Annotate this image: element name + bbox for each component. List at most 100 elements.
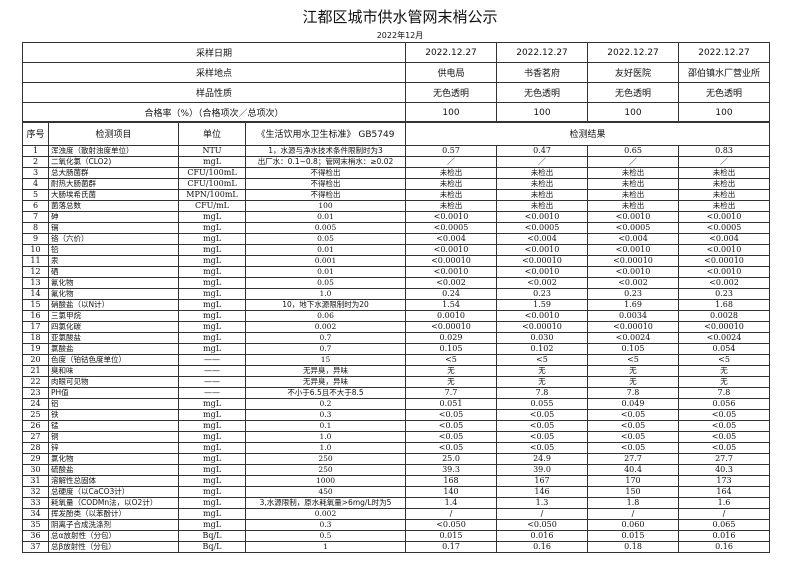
table-row: 32 总硬度（以CaCO3计） mgL 450 140 146 150 164	[22, 486, 771, 498]
cell-r4: 0.065	[677, 519, 771, 531]
cell-r1: <0.0010	[405, 266, 497, 278]
cell-r4: 未检出	[677, 167, 771, 179]
summary-value: 友好医院	[587, 62, 679, 83]
cell-r2: <0.004	[496, 233, 588, 245]
cell-std: 不小于6.5且不大于8.5	[245, 387, 406, 399]
cell-r2: <0.05	[496, 431, 588, 443]
cell-r1: <5	[405, 354, 497, 366]
cell-unit: ——	[178, 387, 246, 399]
summary-table: 采样日期 2022.12.27 2022.12.27 2022.12.27 2022.1…	[22, 42, 770, 123]
cell-unit: mgL	[178, 255, 246, 267]
cell-r3: <0.05	[587, 442, 679, 454]
cell-r4: <0.0024	[677, 332, 771, 344]
cell-seq: 23	[22, 387, 49, 399]
table-row: 22 肉眼可见物 —— 无异臭，异味无无无无	[22, 376, 771, 388]
cell-r4: <0.05	[677, 442, 771, 454]
cell-r1: <0.05	[405, 420, 497, 432]
cell-r4: <0.05	[677, 431, 771, 443]
cell-item: 锌	[48, 442, 179, 454]
cell-std: 0.1	[245, 420, 406, 432]
cell-r4: 无	[677, 376, 771, 388]
cell-unit: mgL	[178, 420, 246, 432]
summary-value: 邵伯镇水厂营业所	[678, 62, 770, 83]
report-month: 2022年12月	[376, 31, 424, 40]
table-row: 7 砷 mgL 0.01 <0.0010 <0.0010 <0.0010 <0.0010	[22, 211, 771, 223]
table-row: 19 氯酸盐 mgL 0.7 0.105 0.102 0.105 0.054	[22, 343, 771, 355]
cell-std: 1.0	[245, 288, 406, 300]
header-seq: 序号	[22, 121, 49, 146]
cell-item: 三氯甲烷	[48, 310, 179, 322]
cell-r1: 未检出	[405, 167, 497, 179]
cell-item: 肉眼可见物	[48, 376, 179, 388]
cell-r2: <0.0010	[496, 211, 588, 223]
summary-value: 100	[587, 102, 679, 123]
cell-r3: <0.05	[587, 431, 679, 443]
table-row: 2 二氧化氯（CLO2) mgL 出厂水：0.1~0.8；管网末梢水：≥0.02 ／／／…	[22, 156, 771, 168]
cell-seq: 13	[22, 277, 49, 289]
cell-r1: <0.0005	[405, 222, 497, 234]
cell-r3: <5	[587, 354, 679, 366]
cell-r2: <0.05	[496, 409, 588, 421]
cell-unit: CFU/100mL	[178, 178, 246, 190]
cell-std: 0.5	[245, 530, 406, 542]
cell-r2: <0.050	[496, 519, 588, 531]
cell-r4: 164	[677, 486, 771, 498]
cell-unit: mgL	[178, 321, 246, 333]
cell-r4: 0.23	[677, 288, 771, 300]
cell-r4: 40.3	[677, 464, 771, 476]
cell-r3: <0.0010	[587, 244, 679, 256]
header-item: 检测项目	[48, 121, 179, 146]
cell-unit: mgL	[178, 431, 246, 443]
cell-std: 15	[245, 354, 406, 366]
cell-seq: 4	[22, 178, 49, 190]
cell-item: 氟化物	[48, 288, 179, 300]
cell-item: 铜	[48, 431, 179, 443]
cell-r1: <0.002	[405, 277, 497, 289]
cell-item: 耗氧量（CODMn法，以O2计）	[48, 497, 179, 509]
cell-unit: mgL	[178, 508, 246, 520]
summary-value: 无色透明	[587, 82, 679, 103]
cell-r1: 无	[405, 376, 497, 388]
table-row: 6 菌落总数 CFU/mL 100 未检出 未检出 未检出 未检出	[22, 200, 771, 212]
table-row: 9 铬（六价） mgL 0.05 <0.004 <0.004 <0.004 <0.004	[22, 233, 771, 245]
cell-r1: <0.0010	[405, 211, 497, 223]
cell-r3: <0.00010	[587, 321, 679, 333]
cell-unit: ——	[178, 354, 246, 366]
cell-r1: 0.015	[405, 530, 497, 542]
cell-r4: <0.05	[677, 420, 771, 432]
cell-seq: 35	[22, 519, 49, 531]
cell-r3: 未检出	[587, 200, 679, 212]
summary-value: 无色透明	[678, 82, 770, 103]
summary-label: 合格率（%）（合格项次／总项次）	[22, 102, 406, 123]
cell-r4: 未检出	[677, 200, 771, 212]
cell-unit: mgL	[178, 453, 246, 465]
cell-r1: 0.17	[405, 541, 497, 553]
table-row: 27 铜 mgL 1.0 <0.05 <0.05 <0.05 <0.05	[22, 431, 771, 443]
cell-r1: ／	[405, 156, 497, 168]
cell-r2: <0.00010	[496, 255, 588, 267]
table-row: 1 浑浊度（散射浊度单位） NTU 1，水源与净水技术条件限制时为3 0.57 0.47 0…	[22, 145, 771, 157]
cell-r3: <0.0010	[587, 211, 679, 223]
cell-unit: mgL	[178, 343, 246, 355]
cell-r3: 0.18	[587, 541, 679, 553]
summary-label: 样品性质	[22, 82, 406, 103]
cell-seq: 34	[22, 508, 49, 520]
table-row: 11 汞 mgL 0.001 <0.00010 <0.00010 <0.00010 <0.00…	[22, 255, 771, 267]
cell-seq: 37	[22, 541, 49, 553]
cell-unit: ——	[178, 376, 246, 388]
cell-seq: 24	[22, 398, 49, 410]
cell-r2: 0.055	[496, 398, 588, 410]
summary-label: 采样地点	[22, 62, 406, 83]
summary-value: 无色透明	[496, 82, 588, 103]
table-row: 34 挥发酚类（以苯酚计） mgL 0.002// / /	[22, 508, 771, 520]
cell-r3: 7.8	[587, 387, 679, 399]
cell-std: 不得检出	[245, 189, 406, 201]
cell-r3: <0.00010	[587, 255, 679, 267]
cell-r4: <0.002	[677, 277, 771, 289]
cell-item: 阴离子合成洗涤剂	[48, 519, 179, 531]
table-row: 35 阴离子合成洗涤剂 mgL 0.3 <0.050 <0.050 0.060 0.065	[22, 519, 771, 531]
cell-std: 250	[245, 453, 406, 465]
cell-unit: CFU/100mL	[178, 167, 246, 179]
cell-item: 总α放射性（分包）	[48, 530, 179, 542]
cell-r2: 0.23	[496, 288, 588, 300]
